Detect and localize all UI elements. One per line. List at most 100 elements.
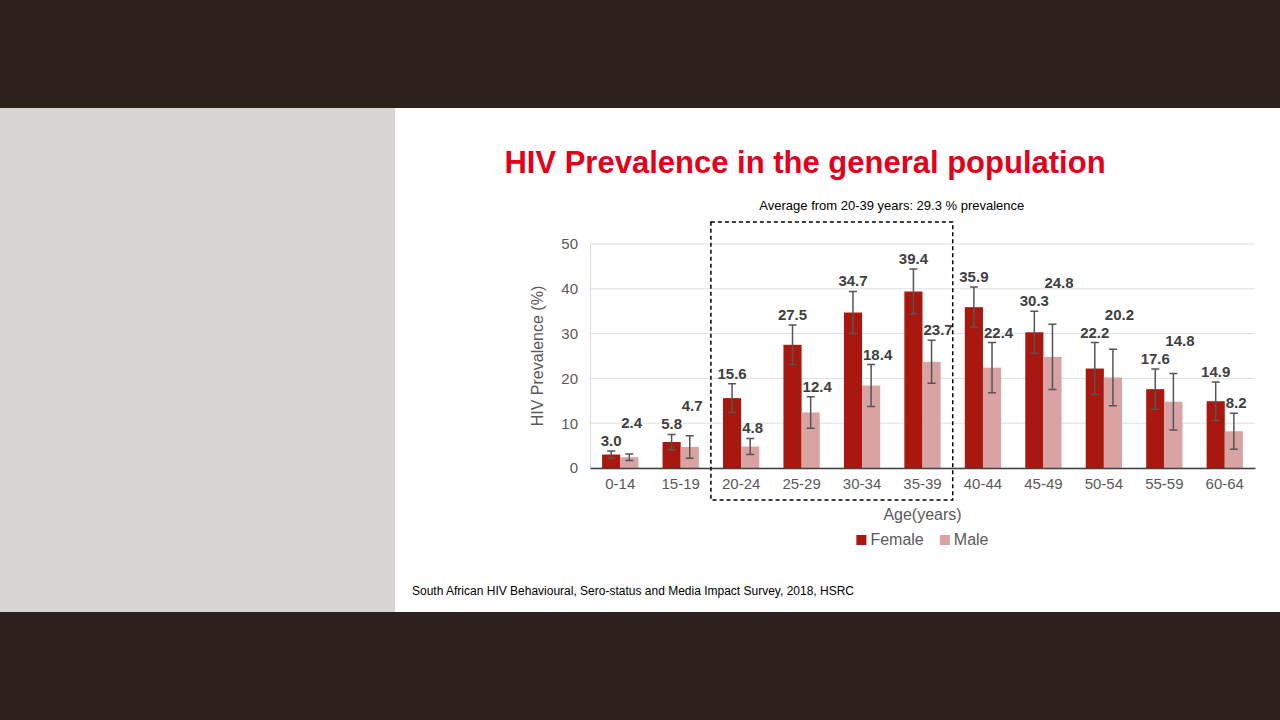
- x-tick-label: 30-34: [843, 475, 881, 492]
- y-axis-title: HIV Prevalence (%): [529, 286, 546, 427]
- error-bar: [1230, 413, 1238, 449]
- data-label: 8.2: [1226, 394, 1247, 411]
- legend-item: Male: [940, 531, 989, 548]
- error-bar: [1109, 349, 1117, 405]
- legend-label: Female: [870, 531, 923, 548]
- highlight-box: [711, 222, 953, 500]
- y-tick: 20: [561, 370, 590, 387]
- error-bar: [1169, 373, 1177, 429]
- error-bar: [668, 434, 676, 449]
- x-tick: 20-24: [722, 468, 760, 492]
- grid: [590, 244, 1255, 468]
- data-label: 27.5: [778, 306, 807, 323]
- data-label: 4.8: [742, 419, 763, 436]
- error-bar: [1151, 369, 1159, 409]
- data-label: 35.9: [959, 268, 988, 285]
- x-tick-label: 20-24: [722, 475, 760, 492]
- slide: [395, 108, 1280, 612]
- bar: [904, 291, 922, 468]
- error-bar: [789, 325, 797, 364]
- error-bars: [607, 269, 1220, 458]
- x-axis-line: [591, 468, 1256, 470]
- y-tick-label: 0: [570, 459, 578, 476]
- error-bar: [1212, 382, 1220, 421]
- data-label: 20.2: [1105, 306, 1134, 323]
- x-tick: 15-19: [661, 468, 699, 492]
- x-tick-label: 15-19: [661, 475, 699, 492]
- grid-line: [590, 288, 1255, 289]
- data-label: 14.8: [1165, 332, 1194, 349]
- plot-area: [602, 269, 1243, 468]
- x-axis: 0-14 15-19 20-24 25-29 30-34 35-39 40-44 45-49 5…: [591, 468, 1256, 492]
- error-bar: [1030, 311, 1038, 353]
- x-tick-label: 25-29: [782, 475, 820, 492]
- data-label: 15.6: [717, 365, 746, 382]
- y-tick-label: 20: [561, 370, 578, 387]
- x-tick-label: 40-44: [964, 475, 1002, 492]
- error-bar: [1048, 324, 1056, 389]
- background: [0, 0, 1280, 720]
- x-tick: 25-29: [782, 468, 820, 492]
- data-label: 4.7: [682, 397, 703, 414]
- data-label: 3.0: [601, 432, 622, 449]
- x-axis-title: Age(years): [883, 506, 961, 523]
- projection-area: [0, 108, 395, 612]
- x-tick-label: 0-14: [605, 475, 635, 492]
- y-tick-label: 50: [561, 235, 578, 252]
- x-tick: 0-14: [605, 468, 635, 492]
- data-label: 17.6: [1141, 350, 1170, 367]
- y-tick-label: 30: [561, 325, 578, 342]
- frame: HIV Prevalence in the general population…: [0, 0, 1280, 720]
- source: South African HIV Behavioural, Sero-stat…: [412, 584, 854, 598]
- y-axis-line: [590, 245, 591, 469]
- y-tick: 40: [561, 280, 590, 297]
- y-tick: 30: [561, 325, 590, 342]
- data-label: 24.8: [1044, 274, 1073, 291]
- y-tick: 50: [561, 235, 590, 252]
- data-label: 23.7: [924, 321, 953, 338]
- error-bar: [1091, 343, 1099, 395]
- data-label: 5.8: [661, 415, 682, 432]
- error-bar: [746, 438, 754, 454]
- y-tick-label: 10: [561, 415, 578, 432]
- error-bars: [625, 324, 1238, 460]
- data-label: 39.4: [899, 250, 929, 267]
- x-tick: 40-44: [964, 468, 1002, 492]
- y-tick: 0: [570, 459, 590, 476]
- legend-label: Male: [954, 531, 989, 548]
- error-bar: [909, 269, 917, 314]
- data-label: 12.4: [803, 378, 833, 395]
- y-tick: 10: [561, 415, 590, 432]
- bar: [965, 307, 983, 468]
- error-bar: [728, 384, 736, 413]
- data-label: 22.2: [1080, 324, 1109, 341]
- error-bar: [867, 365, 875, 407]
- grid-line: [590, 244, 1255, 245]
- data-label: 2.4: [621, 414, 643, 431]
- error-bar: [807, 397, 815, 428]
- x-tick: 60-64: [1206, 468, 1244, 492]
- error-bar: [970, 287, 978, 327]
- x-tick-label: 60-64: [1206, 475, 1244, 492]
- legend: Female Male: [856, 531, 988, 548]
- bar: [844, 313, 862, 468]
- x-tick: 35-39: [903, 468, 941, 492]
- data-label: 34.7: [838, 272, 867, 289]
- error-bar: [625, 454, 633, 460]
- data-label: 14.9: [1201, 363, 1230, 380]
- x-tick: 30-34: [843, 468, 881, 492]
- error-bar: [928, 340, 936, 383]
- y-tick-label: 40: [561, 280, 578, 297]
- error-bar: [988, 343, 996, 393]
- legend-swatch: [856, 535, 866, 545]
- error-bar: [849, 291, 857, 333]
- x-tick: 50-54: [1085, 468, 1123, 492]
- data-label: 22.4: [984, 324, 1014, 341]
- annotation: Average from 20-39 years: 29.3 % prevale…: [759, 198, 1024, 213]
- title: HIV Prevalence in the general population: [504, 145, 1105, 180]
- data-labels: 3.02.45.84.715.64.827.512.434.718.439.42…: [601, 250, 1247, 449]
- x-tick: 45-49: [1024, 468, 1062, 492]
- legend-item: Female: [856, 531, 923, 548]
- x-tick-label: 50-54: [1085, 475, 1123, 492]
- error-bar: [686, 436, 694, 458]
